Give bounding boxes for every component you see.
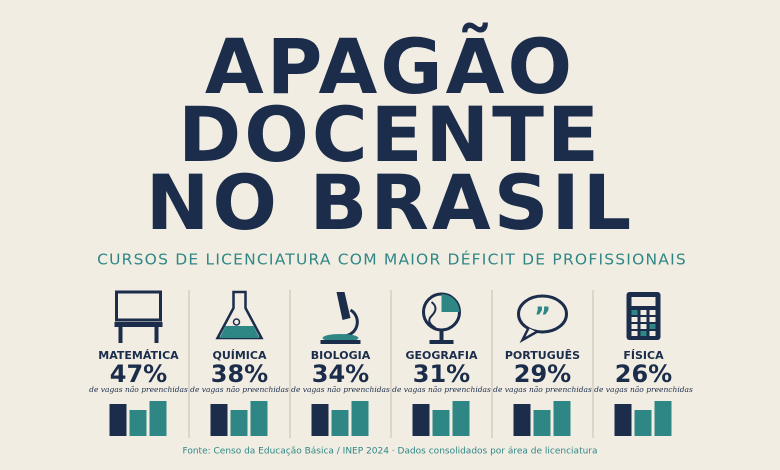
icon [517,294,568,334]
source: Fonte: Censo da Educação Básica / INEP 2… [182,447,597,457]
decor-bar [452,401,470,436]
icon [215,290,264,340]
decor-bar [250,401,268,436]
icon [320,340,361,344]
decor-bar [351,401,369,436]
icon [649,331,656,336]
item-caption: de vagas não preenchidas [493,385,592,394]
title-line: APAGÃO [205,22,575,111]
decor-bar [432,410,450,436]
item-caption: de vagas não preenchidas [291,385,390,394]
item-label: GEOGRAFIA [405,349,478,362]
icon [115,290,162,322]
item-caption: de vagas não preenchidas [392,385,491,394]
icon [232,318,241,326]
item-value: 26% [615,360,672,388]
icon [640,324,647,329]
decor-bar [311,404,329,436]
decor-bar [533,410,551,436]
icon [429,340,454,344]
item-value: 47% [110,360,167,388]
icon [154,327,159,343]
item-value: 31% [413,360,470,388]
item-value: 38% [211,360,268,388]
icon [649,310,656,315]
decor-bar [553,401,571,436]
icon [439,330,444,340]
icon [428,301,437,329]
icon [640,331,647,336]
item-caption: de vagas não preenchidas [594,385,693,394]
decor-bar [654,401,672,436]
icon [118,327,123,343]
icon: ” [534,303,551,333]
item-label: QUÍMICA [212,349,266,362]
item-label: PORTUGUÊS [505,349,580,362]
icon [114,322,163,327]
decor-bar [614,404,632,436]
decor-bar [230,410,248,436]
decor-bar [634,410,652,436]
icon [640,310,647,315]
item-label: BIOLOGIA [311,349,371,362]
icon [649,317,656,322]
item-value: 29% [514,360,571,388]
item-label: FÍSICA [623,349,664,362]
decor-bar [331,410,349,436]
icon [219,326,260,338]
decor-bar [513,404,531,436]
decor-bar [412,404,430,436]
icon [649,324,656,329]
item-value: 34% [312,360,369,388]
icon [640,317,647,322]
title-line: DOCENTE [178,90,602,179]
decor-bar [149,401,167,436]
icon [519,327,538,344]
icon [441,294,460,312]
subtitle: CURSOS DE LICENCIATURA COM MAIOR DÉFICIT… [97,250,687,269]
decor-bar [210,404,228,436]
icon [631,324,638,329]
icon [336,292,351,320]
item-caption: de vagas não preenchidas [89,385,188,394]
item-caption: de vagas não preenchidas [190,385,289,394]
decor-bar [109,404,127,436]
decor-bar [129,410,147,436]
icon [631,297,656,306]
item-label: MATEMÁTICA [98,349,179,362]
icon [631,317,638,322]
icon [631,331,638,336]
title-line: NO BRASIL [146,158,634,247]
icon [631,310,638,315]
